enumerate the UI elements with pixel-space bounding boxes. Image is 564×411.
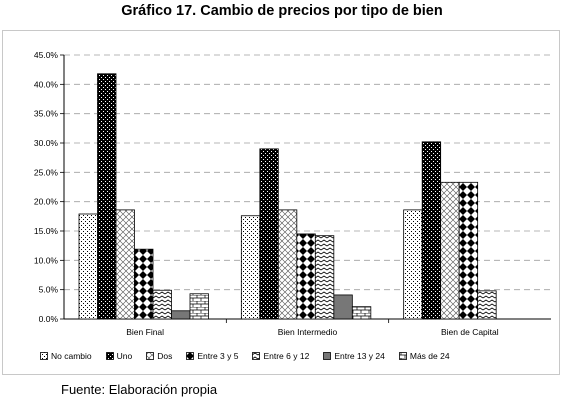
legend-label: Entre 3 y 5 bbox=[197, 351, 239, 361]
chart-frame: 0.0% 5.0% 10.0% 15.0% 20.0% 25.0% 30.0% 35.0% 40… bbox=[2, 30, 560, 375]
legend-item: No cambio bbox=[40, 351, 92, 361]
y-tick-label: 30.0% bbox=[34, 138, 59, 148]
y-tick-label: 0.0% bbox=[39, 314, 59, 324]
legend: No cambio Uno Dos Entre 3 y 5 Entre 6 y 12 En… bbox=[40, 351, 464, 361]
y-tick-label: 10.0% bbox=[34, 255, 59, 265]
legend-swatch bbox=[398, 352, 407, 360]
bar-entre-3-y-5-1 bbox=[296, 233, 316, 320]
bar-entre-13-y-24-1 bbox=[333, 294, 353, 320]
legend-label: No cambio bbox=[51, 351, 92, 361]
legend-swatch bbox=[146, 352, 155, 360]
source-note: Fuente: Elaboración propia bbox=[61, 382, 218, 397]
bar-entre-13-y-24-0 bbox=[171, 310, 191, 320]
legend-swatch bbox=[40, 352, 48, 360]
bar-entre-3-y-5-0 bbox=[134, 248, 154, 320]
bar-no-cambio-2 bbox=[403, 209, 423, 320]
y-tick-label: 15.0% bbox=[34, 226, 59, 236]
legend-label: Más de 24 bbox=[409, 351, 450, 361]
legend-item: Dos bbox=[146, 351, 172, 361]
bar-no-cambio-0 bbox=[78, 213, 98, 320]
bar-no-cambio-1 bbox=[240, 215, 261, 320]
legend-swatch bbox=[323, 352, 332, 360]
legend-label: Uno bbox=[116, 351, 133, 361]
bar-entre-6-y-12-0 bbox=[152, 289, 172, 320]
legend-item: Uno bbox=[105, 351, 133, 361]
y-tick-label: 35.0% bbox=[34, 109, 59, 119]
y-tick-label: 25.0% bbox=[34, 167, 59, 177]
x-category-label: Bien Intermedio bbox=[278, 327, 338, 337]
bar-entre-6-y-12-2 bbox=[477, 290, 497, 320]
bar-entre-3-y-5-2 bbox=[458, 181, 479, 320]
bar-entre-6-y-12-1 bbox=[314, 235, 335, 320]
legend-label: Dos bbox=[157, 351, 173, 361]
bars bbox=[78, 73, 497, 320]
legend-label: Entre 13 y 24 bbox=[334, 351, 385, 361]
legend-swatch bbox=[186, 352, 195, 360]
bar-dos-1 bbox=[277, 209, 298, 320]
legend-item: Entre 13 y 24 bbox=[323, 351, 385, 361]
chart-title: Gráfico 17. Cambio de precios por tipo d… bbox=[121, 3, 443, 19]
legend-swatch bbox=[252, 352, 261, 360]
bar-dos-0 bbox=[115, 209, 135, 320]
y-tick-label: 40.0% bbox=[34, 79, 59, 89]
legend-item: Entre 3 y 5 bbox=[186, 351, 238, 361]
legend-swatch bbox=[105, 352, 114, 360]
axis-labels: 0.0% 5.0% 10.0% 15.0% 20.0% 25.0% 30.0% 35.0% 40… bbox=[34, 50, 499, 337]
bar-m-s-de-24-1 bbox=[351, 306, 372, 320]
legend-item: Más de 24 bbox=[398, 351, 450, 361]
bar-uno-2 bbox=[421, 141, 442, 320]
y-tick-label: 45.0% bbox=[34, 50, 59, 60]
y-tick-label: 5.0% bbox=[39, 285, 59, 295]
y-tick-label: 20.0% bbox=[34, 197, 59, 207]
bar-uno-0 bbox=[97, 73, 117, 320]
bar-dos-2 bbox=[440, 181, 460, 320]
bar-m-s-de-24-0 bbox=[189, 293, 209, 320]
x-category-label: Bien Final bbox=[126, 327, 164, 337]
bar-chart: 0.0% 5.0% 10.0% 15.0% 20.0% 25.0% 30.0% 35.0% 40… bbox=[34, 50, 551, 337]
legend-label: Entre 6 y 12 bbox=[263, 351, 310, 361]
legend-item: Entre 6 y 12 bbox=[252, 351, 309, 361]
bar-uno-1 bbox=[259, 148, 279, 320]
x-category-label: Bien de Capital bbox=[441, 327, 499, 337]
